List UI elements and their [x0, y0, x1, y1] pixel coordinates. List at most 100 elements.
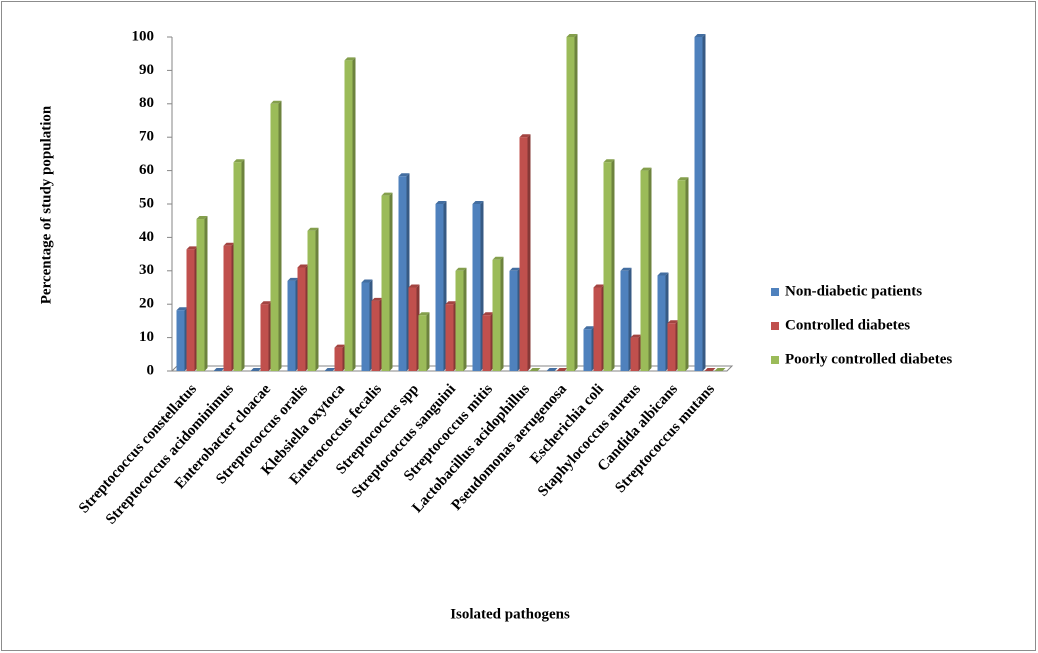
bar: [677, 180, 686, 371]
bar-top: [307, 227, 319, 231]
bar-top: [630, 334, 642, 338]
bar-top: [287, 277, 299, 281]
bar-top: [546, 368, 558, 371]
bar-top: [213, 368, 225, 371]
bar-top: [694, 34, 706, 37]
bar-top: [260, 301, 272, 305]
bar-top: [714, 368, 726, 371]
bar-top: [371, 297, 383, 301]
bar: [657, 275, 666, 371]
bar: [566, 37, 575, 371]
bar-top: [250, 368, 262, 371]
bar-top: [270, 100, 282, 104]
y-tick-label: 40: [139, 229, 154, 245]
bar: [630, 337, 639, 371]
bar-side: [527, 134, 531, 371]
bar-top: [176, 307, 188, 311]
bar: [196, 219, 205, 371]
bar: [307, 230, 316, 371]
bar-top: [492, 256, 504, 260]
bar: [398, 176, 407, 371]
bar: [603, 162, 612, 371]
bar-top: [408, 284, 420, 288]
legend-label: Controlled diabetes: [785, 317, 910, 333]
bar-side: [500, 256, 504, 371]
bar: [408, 287, 417, 371]
y-tick-label: 10: [139, 329, 154, 345]
bar: [186, 249, 195, 371]
bar-top: [324, 368, 336, 371]
bar-side: [426, 312, 430, 371]
bar: [472, 204, 481, 371]
bar: [445, 304, 454, 371]
bar-top: [381, 192, 393, 196]
bar: [344, 60, 353, 371]
y-tick-label: 20: [139, 296, 154, 312]
bar-side: [315, 227, 319, 371]
bar: [270, 103, 279, 372]
bar: [593, 287, 602, 371]
bar-side: [648, 167, 652, 371]
bar-side: [463, 267, 467, 371]
bar: [176, 310, 185, 371]
bar-top: [418, 312, 430, 316]
bar-side: [685, 177, 689, 371]
bar: [297, 267, 306, 371]
bar: [334, 347, 343, 371]
bar-top: [334, 344, 346, 348]
bar-top: [667, 320, 679, 324]
bar-top: [583, 326, 595, 330]
bar-side: [352, 57, 356, 371]
y-tick-label: 90: [139, 62, 154, 78]
bar: [287, 280, 296, 371]
y-axis-label: Percentage of study population: [38, 105, 54, 304]
bar-top: [186, 246, 198, 250]
y-tick-label: 100: [132, 28, 155, 44]
bar-top: [361, 279, 373, 283]
bar-top: [196, 216, 208, 220]
bar-top: [233, 159, 245, 163]
bar: [519, 137, 528, 371]
bar-top: [640, 167, 652, 171]
legend-label: Non-diabetic patients: [785, 283, 922, 299]
bar-top: [445, 301, 457, 305]
bar-top: [556, 368, 568, 371]
bar-top: [472, 201, 484, 204]
legend-swatch: [771, 322, 779, 330]
bar: [492, 259, 501, 371]
bar-top: [620, 267, 632, 271]
bar-top: [482, 312, 494, 316]
y-tick-label: 50: [139, 195, 154, 211]
bar: [260, 304, 269, 371]
bar-top: [223, 242, 235, 246]
bar-top: [529, 368, 541, 371]
y-tick-label: 0: [147, 362, 155, 378]
legend-swatch: [771, 288, 779, 296]
bar-side: [278, 100, 282, 372]
bar: [455, 270, 464, 371]
bar-side: [702, 34, 706, 371]
y-tick-label: 80: [139, 95, 154, 111]
bar-top: [519, 134, 531, 138]
x-axis-label: Isolated pathogens: [450, 606, 570, 622]
y-tick-label: 60: [139, 162, 154, 178]
bar: [233, 162, 242, 371]
bar-top: [297, 264, 309, 268]
bar: [371, 300, 380, 371]
bar-side: [611, 159, 615, 371]
bar-top: [603, 159, 615, 163]
bar-side: [241, 159, 245, 371]
bar-top: [704, 368, 716, 371]
bar: [583, 329, 592, 371]
bar-top: [344, 57, 356, 61]
bar: [482, 315, 491, 371]
y-tick-label: 30: [139, 262, 154, 278]
y-tick-label: 70: [139, 129, 154, 145]
bar-top: [593, 284, 605, 288]
bar: [361, 282, 370, 371]
bar-top: [398, 173, 410, 177]
bar-top: [435, 201, 447, 204]
legend-swatch: [771, 356, 779, 364]
